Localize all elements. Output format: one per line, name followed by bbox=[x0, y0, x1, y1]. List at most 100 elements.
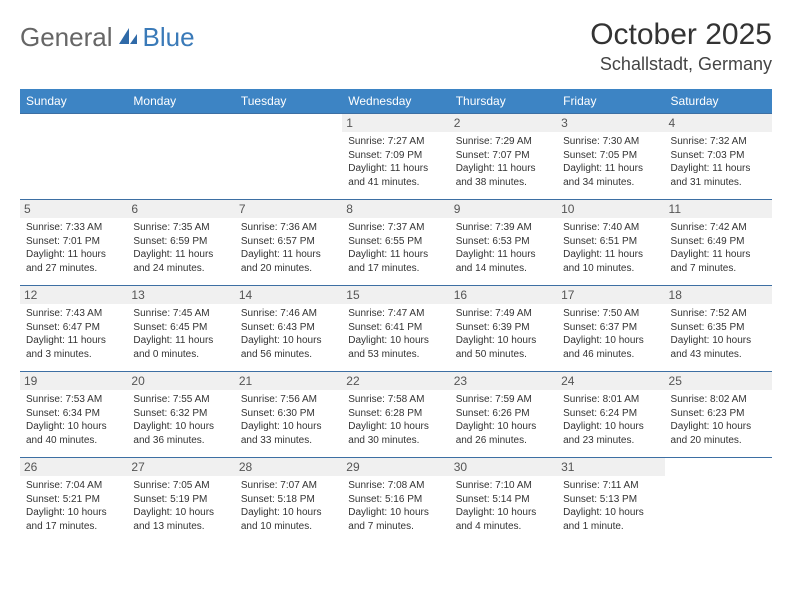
day-number: 23 bbox=[450, 372, 557, 390]
weekday-header-row: Sunday Monday Tuesday Wednesday Thursday… bbox=[20, 89, 772, 114]
sunrise-line: Sunrise: 7:42 AM bbox=[671, 221, 766, 235]
sunset-line: Sunset: 6:23 PM bbox=[671, 407, 766, 421]
day-info: Sunrise: 7:08 AMSunset: 5:16 PMDaylight:… bbox=[348, 479, 443, 533]
daylight-line: Daylight: 11 hours and 20 minutes. bbox=[241, 248, 336, 275]
sunrise-line: Sunrise: 8:02 AM bbox=[671, 393, 766, 407]
day-info: Sunrise: 7:04 AMSunset: 5:21 PMDaylight:… bbox=[26, 479, 121, 533]
sunset-line: Sunset: 5:21 PM bbox=[26, 493, 121, 507]
daylight-line: Daylight: 10 hours and 36 minutes. bbox=[133, 420, 228, 447]
logo-text-blue: Blue bbox=[143, 22, 195, 53]
sunset-line: Sunset: 6:49 PM bbox=[671, 235, 766, 249]
daylight-line: Daylight: 10 hours and 1 minute. bbox=[563, 506, 658, 533]
calendar-day-cell: 5Sunrise: 7:33 AMSunset: 7:01 PMDaylight… bbox=[20, 200, 127, 286]
sunrise-line: Sunrise: 7:10 AM bbox=[456, 479, 551, 493]
calendar-week-row: 1Sunrise: 7:27 AMSunset: 7:09 PMDaylight… bbox=[20, 114, 772, 200]
day-number: 31 bbox=[557, 458, 664, 476]
calendar-day-cell: 18Sunrise: 7:52 AMSunset: 6:35 PMDayligh… bbox=[665, 286, 772, 372]
sunset-line: Sunset: 7:03 PM bbox=[671, 149, 766, 163]
sunset-line: Sunset: 6:57 PM bbox=[241, 235, 336, 249]
day-info: Sunrise: 7:33 AMSunset: 7:01 PMDaylight:… bbox=[26, 221, 121, 275]
sunrise-line: Sunrise: 7:56 AM bbox=[241, 393, 336, 407]
weekday-header: Tuesday bbox=[235, 89, 342, 114]
calendar-day-cell: 7Sunrise: 7:36 AMSunset: 6:57 PMDaylight… bbox=[235, 200, 342, 286]
day-number: 28 bbox=[235, 458, 342, 476]
sunrise-line: Sunrise: 7:53 AM bbox=[26, 393, 121, 407]
sunrise-line: Sunrise: 7:50 AM bbox=[563, 307, 658, 321]
day-number: 22 bbox=[342, 372, 449, 390]
day-number: 14 bbox=[235, 286, 342, 304]
day-number: 29 bbox=[342, 458, 449, 476]
day-number: 4 bbox=[665, 114, 772, 132]
daylight-line: Daylight: 11 hours and 14 minutes. bbox=[456, 248, 551, 275]
day-info: Sunrise: 7:11 AMSunset: 5:13 PMDaylight:… bbox=[563, 479, 658, 533]
calendar-day-cell: 13Sunrise: 7:45 AMSunset: 6:45 PMDayligh… bbox=[127, 286, 234, 372]
calendar-day-cell: 3Sunrise: 7:30 AMSunset: 7:05 PMDaylight… bbox=[557, 114, 664, 200]
calendar-day-cell bbox=[127, 114, 234, 200]
sunrise-line: Sunrise: 7:30 AM bbox=[563, 135, 658, 149]
daylight-line: Daylight: 10 hours and 10 minutes. bbox=[241, 506, 336, 533]
calendar-day-cell: 29 Sunrise: 7:08 AMSunset: 5:16 PMDayligh… bbox=[342, 458, 449, 544]
calendar-day-cell bbox=[665, 458, 772, 544]
day-number: 16 bbox=[450, 286, 557, 304]
sunrise-line: Sunrise: 7:59 AM bbox=[456, 393, 551, 407]
sunrise-line: Sunrise: 7:35 AM bbox=[133, 221, 228, 235]
day-info: Sunrise: 7:40 AMSunset: 6:51 PMDaylight:… bbox=[563, 221, 658, 275]
calendar-week-row: 12Sunrise: 7:43 AMSunset: 6:47 PMDayligh… bbox=[20, 286, 772, 372]
daylight-line: Daylight: 11 hours and 24 minutes. bbox=[133, 248, 228, 275]
calendar-day-cell: 6Sunrise: 7:35 AMSunset: 6:59 PMDaylight… bbox=[127, 200, 234, 286]
day-info: Sunrise: 7:32 AMSunset: 7:03 PMDaylight:… bbox=[671, 135, 766, 189]
sunrise-line: Sunrise: 7:36 AM bbox=[241, 221, 336, 235]
calendar-day-cell bbox=[235, 114, 342, 200]
sunrise-line: Sunrise: 7:33 AM bbox=[26, 221, 121, 235]
daylight-line: Daylight: 10 hours and 46 minutes. bbox=[563, 334, 658, 361]
location-subtitle: Schallstadt, Germany bbox=[590, 54, 772, 75]
day-info: Sunrise: 7:27 AMSunset: 7:09 PMDaylight:… bbox=[348, 135, 443, 189]
daylight-line: Daylight: 10 hours and 33 minutes. bbox=[241, 420, 336, 447]
sunset-line: Sunset: 7:05 PM bbox=[563, 149, 658, 163]
day-info: Sunrise: 7:47 AMSunset: 6:41 PMDaylight:… bbox=[348, 307, 443, 361]
sunset-line: Sunset: 6:26 PM bbox=[456, 407, 551, 421]
sunset-line: Sunset: 6:39 PM bbox=[456, 321, 551, 335]
day-info: Sunrise: 7:58 AMSunset: 6:28 PMDaylight:… bbox=[348, 393, 443, 447]
day-number: 25 bbox=[665, 372, 772, 390]
sunset-line: Sunset: 6:35 PM bbox=[671, 321, 766, 335]
weekday-header: Sunday bbox=[20, 89, 127, 114]
sunset-line: Sunset: 6:43 PM bbox=[241, 321, 336, 335]
day-info: Sunrise: 7:52 AMSunset: 6:35 PMDaylight:… bbox=[671, 307, 766, 361]
day-info: Sunrise: 7:10 AMSunset: 5:14 PMDaylight:… bbox=[456, 479, 551, 533]
calendar-day-cell: 15 Sunrise: 7:47 AMSunset: 6:41 PMDayligh… bbox=[342, 286, 449, 372]
calendar-day-cell: 28Sunrise: 7:07 AMSunset: 5:18 PMDayligh… bbox=[235, 458, 342, 544]
daylight-line: Daylight: 11 hours and 10 minutes. bbox=[563, 248, 658, 275]
daylight-line: Daylight: 10 hours and 43 minutes. bbox=[671, 334, 766, 361]
daylight-line: Daylight: 11 hours and 38 minutes. bbox=[456, 162, 551, 189]
sunrise-line: Sunrise: 7:07 AM bbox=[241, 479, 336, 493]
daylight-line: Daylight: 10 hours and 30 minutes. bbox=[348, 420, 443, 447]
daylight-line: Daylight: 10 hours and 4 minutes. bbox=[456, 506, 551, 533]
sunrise-line: Sunrise: 7:39 AM bbox=[456, 221, 551, 235]
calendar-day-cell: 8Sunrise: 7:37 AMSunset: 6:55 PMDaylight… bbox=[342, 200, 449, 286]
day-number: 11 bbox=[665, 200, 772, 218]
calendar-day-cell: 14Sunrise: 7:46 AMSunset: 6:43 PMDayligh… bbox=[235, 286, 342, 372]
sunset-line: Sunset: 6:59 PM bbox=[133, 235, 228, 249]
day-number: 17 bbox=[557, 286, 664, 304]
day-info: Sunrise: 7:56 AMSunset: 6:30 PMDaylight:… bbox=[241, 393, 336, 447]
daylight-line: Daylight: 10 hours and 50 minutes. bbox=[456, 334, 551, 361]
sunset-line: Sunset: 6:24 PM bbox=[563, 407, 658, 421]
daylight-line: Daylight: 11 hours and 17 minutes. bbox=[348, 248, 443, 275]
day-info: Sunrise: 7:55 AMSunset: 6:32 PMDaylight:… bbox=[133, 393, 228, 447]
day-info: Sunrise: 7:42 AMSunset: 6:49 PMDaylight:… bbox=[671, 221, 766, 275]
sunrise-line: Sunrise: 7:32 AM bbox=[671, 135, 766, 149]
sunrise-line: Sunrise: 8:01 AM bbox=[563, 393, 658, 407]
calendar-day-cell: 17Sunrise: 7:50 AMSunset: 6:37 PMDayligh… bbox=[557, 286, 664, 372]
calendar-day-cell: 21Sunrise: 7:56 AMSunset: 6:30 PMDayligh… bbox=[235, 372, 342, 458]
day-number: 15 bbox=[342, 286, 449, 304]
sunrise-line: Sunrise: 7:58 AM bbox=[348, 393, 443, 407]
sunset-line: Sunset: 6:51 PM bbox=[563, 235, 658, 249]
daylight-line: Daylight: 11 hours and 0 minutes. bbox=[133, 334, 228, 361]
calendar-day-cell: 16Sunrise: 7:49 AMSunset: 6:39 PMDayligh… bbox=[450, 286, 557, 372]
day-info: Sunrise: 7:30 AMSunset: 7:05 PMDaylight:… bbox=[563, 135, 658, 189]
sunset-line: Sunset: 6:32 PM bbox=[133, 407, 228, 421]
sunset-line: Sunset: 7:01 PM bbox=[26, 235, 121, 249]
calendar-day-cell: 22 Sunrise: 7:58 AMSunset: 6:28 PMDayligh… bbox=[342, 372, 449, 458]
day-info: Sunrise: 7:59 AMSunset: 6:26 PMDaylight:… bbox=[456, 393, 551, 447]
